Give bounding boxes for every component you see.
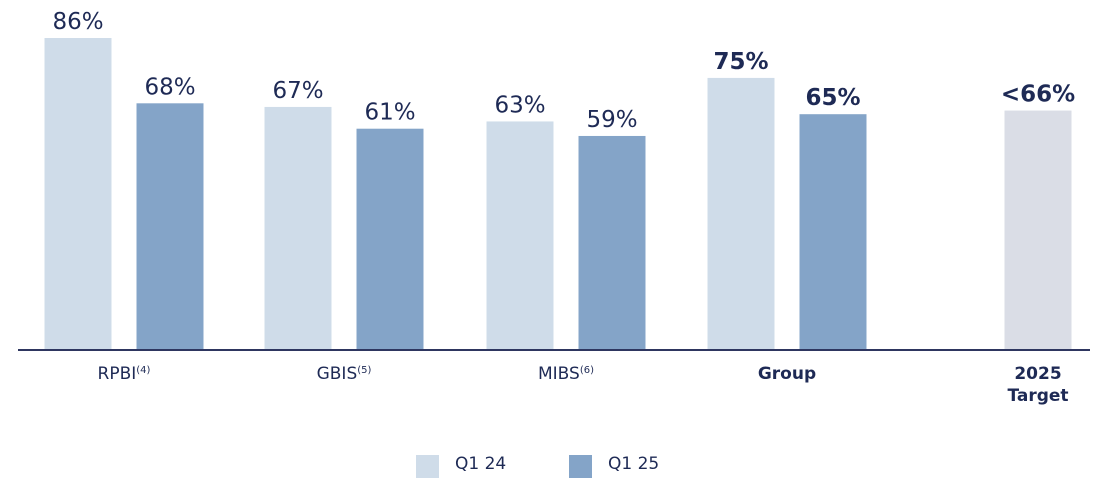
footnote-ref: (6) <box>579 365 594 376</box>
category-name: GBIS <box>316 364 358 384</box>
category-name: MIBS <box>537 364 580 384</box>
value-label: 61% <box>364 100 415 126</box>
x-tick-label: RPBI(4) <box>79 363 169 385</box>
legend-swatch <box>416 455 439 478</box>
value-label: 68% <box>144 74 195 100</box>
bar <box>578 135 646 350</box>
value-label: 75% <box>713 49 768 75</box>
bar <box>486 121 554 350</box>
bar <box>264 106 332 350</box>
bar <box>44 38 112 351</box>
value-label: 67% <box>272 78 323 104</box>
x-tick-label: MIBS(6) <box>521 363 611 385</box>
x-tick-label: GBIS(5) <box>299 363 389 385</box>
category-name: 2025 Target <box>1007 364 1069 406</box>
value-label: 65% <box>805 85 860 111</box>
category-name: RPBI <box>97 364 137 384</box>
legend-label: Q1 24 <box>455 454 507 474</box>
bar <box>356 128 424 350</box>
legend-swatch <box>569 455 592 478</box>
target-bar <box>1004 110 1072 350</box>
bar <box>707 77 775 351</box>
value-label: 86% <box>52 9 103 35</box>
value-label: 59% <box>586 107 637 133</box>
legend-label: Q1 25 <box>608 454 660 474</box>
footnote-ref: (4) <box>136 365 151 376</box>
bar <box>799 114 867 350</box>
value-label: <66% <box>1001 82 1075 108</box>
x-tick-label: Group <box>742 363 832 385</box>
x-tick-label: 2025 Target <box>993 363 1083 407</box>
footnote-ref: (5) <box>357 365 372 376</box>
category-name: Group <box>757 364 817 384</box>
value-label: 63% <box>494 92 545 118</box>
bar <box>136 103 204 350</box>
